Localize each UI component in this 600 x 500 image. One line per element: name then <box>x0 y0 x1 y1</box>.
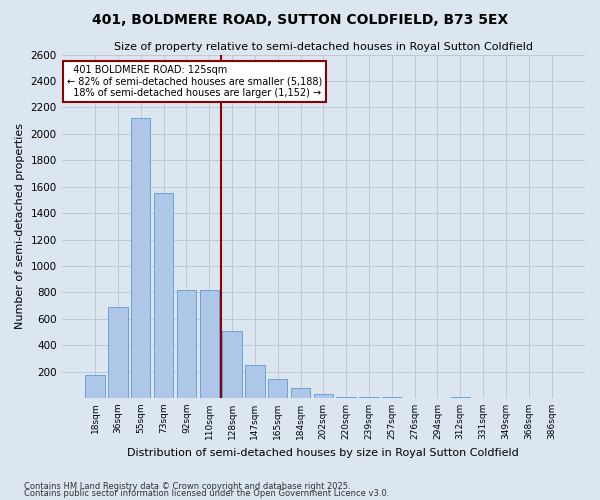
Bar <box>291 388 310 398</box>
Bar <box>154 194 173 398</box>
Bar <box>314 394 333 398</box>
Bar <box>223 330 242 398</box>
Bar <box>337 396 356 398</box>
X-axis label: Distribution of semi-detached houses by size in Royal Sutton Coldfield: Distribution of semi-detached houses by … <box>127 448 519 458</box>
Text: 401, BOLDMERE ROAD, SUTTON COLDFIELD, B73 5EX: 401, BOLDMERE ROAD, SUTTON COLDFIELD, B7… <box>92 12 508 26</box>
Bar <box>200 290 219 398</box>
Text: 401 BOLDMERE ROAD: 125sqm
← 82% of semi-detached houses are smaller (5,188)
  18: 401 BOLDMERE ROAD: 125sqm ← 82% of semi-… <box>67 65 322 98</box>
Y-axis label: Number of semi-detached properties: Number of semi-detached properties <box>15 124 25 330</box>
Title: Size of property relative to semi-detached houses in Royal Sutton Coldfield: Size of property relative to semi-detach… <box>114 42 533 52</box>
Bar <box>85 376 105 398</box>
Text: Contains HM Land Registry data © Crown copyright and database right 2025.: Contains HM Land Registry data © Crown c… <box>24 482 350 491</box>
Bar <box>131 118 151 398</box>
Bar <box>108 307 128 398</box>
Bar <box>177 290 196 398</box>
Bar <box>245 365 265 398</box>
Bar <box>268 380 287 398</box>
Text: Contains public sector information licensed under the Open Government Licence v3: Contains public sector information licen… <box>24 489 389 498</box>
